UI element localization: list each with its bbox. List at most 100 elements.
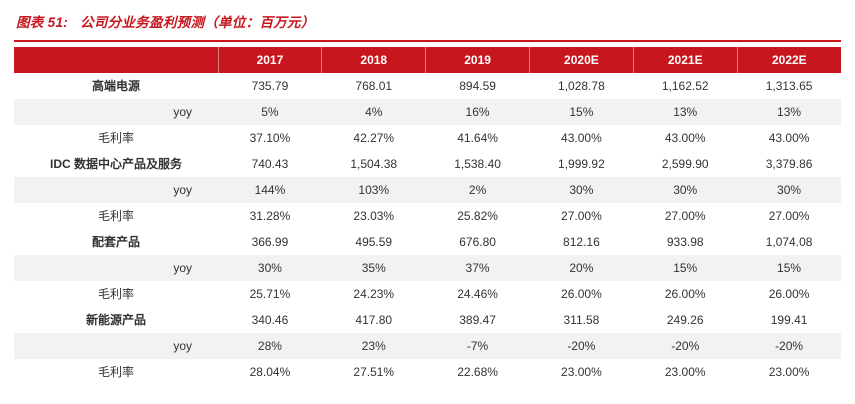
header-cell-2017: 2017 bbox=[218, 46, 323, 73]
table-cell: 15% bbox=[777, 260, 802, 275]
row-label: yoy bbox=[173, 260, 192, 275]
table-row-margin: 毛利率 31.28% 23.03% 25.82% 27.00% 27.00% 2… bbox=[14, 203, 841, 229]
table-cell: 23% bbox=[361, 338, 386, 353]
row-label: IDC 数据中心产品及服务 bbox=[49, 157, 182, 172]
table-cell: 35% bbox=[361, 260, 386, 275]
table-cell: 2% bbox=[468, 182, 487, 197]
table-cell: 16% bbox=[465, 104, 490, 119]
table-row-yoy: yoy 5% 4% 16% 15% 13% 13% bbox=[14, 98, 841, 125]
table-cell: 768.01 bbox=[355, 78, 393, 93]
table-cell: 199.41 bbox=[770, 312, 808, 327]
figure-caption: 公司分业务盈利预测（单位：百万元） bbox=[80, 15, 315, 30]
table-cell: -20% bbox=[567, 338, 596, 353]
table-cell: 1,313.65 bbox=[765, 78, 813, 93]
figure-title: 图表 51: 公司分业务盈利预测（单位：百万元） bbox=[14, 12, 841, 40]
table-cell: 26.00% bbox=[664, 286, 706, 301]
table-cell: 812.16 bbox=[563, 234, 600, 249]
table-cell: 24.23% bbox=[353, 286, 395, 301]
table-cell: 103% bbox=[358, 182, 390, 197]
row-label: 配套产品 bbox=[91, 235, 140, 250]
table-row-yoy: yoy 144% 103% 2% 30% 30% 30% bbox=[14, 176, 841, 203]
header-cell-2019: 2019 bbox=[425, 46, 530, 73]
forecast-table: 2017 2018 2019 2020E 2021E 2022E 高端电源 73… bbox=[14, 46, 841, 385]
table-cell: 13% bbox=[777, 104, 802, 119]
table-cell: 417.80 bbox=[355, 312, 393, 327]
table-cell: 15% bbox=[673, 260, 698, 275]
row-label: 毛利率 bbox=[97, 365, 134, 380]
table-cell: 22.68% bbox=[457, 364, 498, 379]
table-cell: 30% bbox=[673, 182, 698, 197]
table-row-category: 高端电源 735.79 768.01 894.59 1,028.78 1,162… bbox=[14, 73, 841, 99]
table-cell: -20% bbox=[775, 338, 804, 353]
table-cell: 23.00% bbox=[561, 364, 602, 379]
table-cell: 740.43 bbox=[251, 156, 289, 171]
table-cell: 23.00% bbox=[664, 364, 706, 379]
row-label: 高端电源 bbox=[91, 79, 140, 94]
report-figure: 图表 51: 公司分业务盈利预测（单位：百万元） 2017 2018 2019 2… bbox=[14, 12, 841, 385]
title-underline bbox=[14, 39, 841, 42]
table-cell: 31.28% bbox=[249, 208, 291, 223]
table-cell: 23.00% bbox=[768, 364, 810, 379]
row-label: 毛利率 bbox=[97, 287, 134, 302]
row-label: 毛利率 bbox=[97, 131, 134, 146]
table-cell: 43.00% bbox=[664, 130, 706, 145]
table-cell: 26.00% bbox=[561, 286, 602, 301]
table-cell: 30% bbox=[569, 182, 594, 197]
header-cell-2018: 2018 bbox=[321, 46, 427, 73]
table-cell: 894.59 bbox=[459, 78, 496, 93]
row-label: yoy bbox=[173, 182, 192, 197]
table-header-row: 2017 2018 2019 2020E 2021E 2022E bbox=[14, 46, 841, 73]
table-row-margin: 毛利率 25.71% 24.23% 24.46% 26.00% 26.00% 2… bbox=[14, 281, 841, 307]
row-label: yoy bbox=[173, 338, 192, 353]
table-cell: 144% bbox=[254, 182, 286, 197]
table-cell: 340.46 bbox=[251, 312, 289, 327]
row-label: 新能源产品 bbox=[85, 313, 146, 328]
table-cell: 43.00% bbox=[561, 130, 602, 145]
table-cell: 3,379.86 bbox=[765, 156, 813, 171]
table-cell: 311.58 bbox=[563, 312, 600, 327]
table-cell: 26.00% bbox=[768, 286, 810, 301]
table-cell: 1,162.52 bbox=[661, 78, 709, 93]
table-cell: 25.71% bbox=[249, 286, 291, 301]
table-cell: 42.27% bbox=[353, 130, 395, 145]
table-cell: 933.98 bbox=[666, 234, 704, 249]
figure-number: 图表 51: bbox=[16, 15, 69, 30]
table-row-margin: 毛利率 37.10% 42.27% 41.64% 43.00% 43.00% 4… bbox=[14, 125, 841, 151]
table-cell: 676.80 bbox=[459, 234, 496, 249]
table-cell: -7% bbox=[466, 338, 489, 353]
table-cell: 389.47 bbox=[459, 312, 496, 327]
header-cell-2020e: 2020E bbox=[529, 46, 634, 73]
table-cell: 30% bbox=[257, 260, 282, 275]
table-cell: 5% bbox=[261, 104, 279, 119]
table-cell: 41.64% bbox=[457, 130, 498, 145]
header-cell-label bbox=[14, 46, 219, 73]
table-cell: 366.99 bbox=[251, 234, 289, 249]
header-cell-2021e: 2021E bbox=[633, 46, 738, 73]
table-cell: 1,538.40 bbox=[454, 156, 501, 171]
table-cell: 23.03% bbox=[353, 208, 395, 223]
table-body: 高端电源 735.79 768.01 894.59 1,028.78 1,162… bbox=[14, 73, 841, 385]
table-cell: 1,504.38 bbox=[350, 156, 398, 171]
table-cell: 24.46% bbox=[457, 286, 498, 301]
table-cell: 25.82% bbox=[457, 208, 498, 223]
table-row-category: 新能源产品 340.46 417.80 389.47 311.58 249.26… bbox=[14, 307, 841, 333]
table-cell: 37.10% bbox=[249, 130, 291, 145]
table-cell: 1,074.08 bbox=[765, 234, 813, 249]
table-cell: 2,599.90 bbox=[661, 156, 709, 171]
table-cell: 27.51% bbox=[353, 364, 395, 379]
table-cell: 27.00% bbox=[768, 208, 810, 223]
table-cell: -20% bbox=[671, 338, 700, 353]
table-cell: 27.00% bbox=[561, 208, 602, 223]
table-row-yoy: yoy 30% 35% 37% 20% 15% 15% bbox=[14, 254, 841, 281]
table-cell: 4% bbox=[365, 104, 383, 119]
row-label: yoy bbox=[173, 104, 192, 119]
table-cell: 28% bbox=[257, 338, 282, 353]
table-cell: 37% bbox=[465, 260, 490, 275]
table-cell: 13% bbox=[673, 104, 698, 119]
table-cell: 20% bbox=[569, 260, 594, 275]
table-cell: 1,999.92 bbox=[558, 156, 605, 171]
table-row-category: IDC 数据中心产品及服务 740.43 1,504.38 1,538.40 1… bbox=[14, 151, 841, 177]
row-label: 毛利率 bbox=[97, 209, 134, 224]
table-cell: 43.00% bbox=[768, 130, 810, 145]
table-cell: 30% bbox=[777, 182, 802, 197]
